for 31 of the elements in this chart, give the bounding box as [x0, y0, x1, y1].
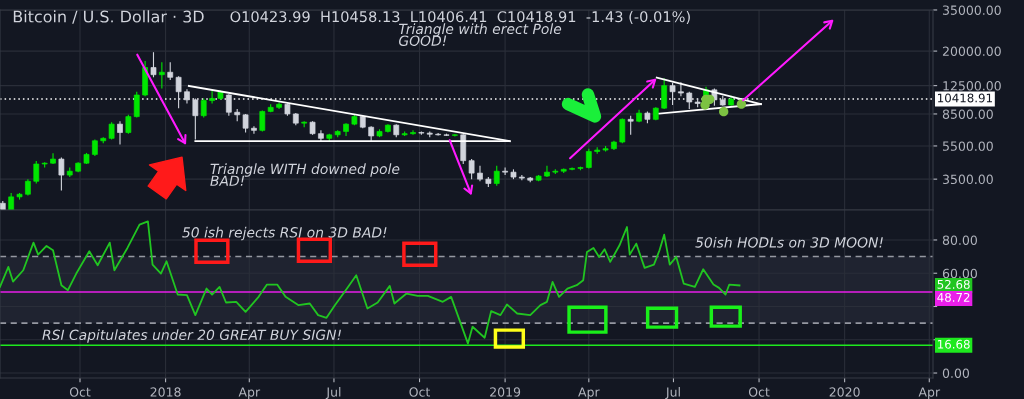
x-tick-label: Jul — [665, 387, 680, 399]
x-tick-label: Oct — [748, 387, 770, 397]
chart-subtitle: O10423.99 H10458.13 L10406.41 C10418.91 -1.43 (-0.01%) — [230, 10, 690, 24]
text: 52.68 — [937, 279, 970, 289]
y-tick-label: 5500.00 — [942, 141, 993, 151]
x-tick-label: Apr — [918, 387, 941, 399]
x-tick-label: 2019 — [490, 387, 521, 397]
x-tick-label: 2018 — [150, 387, 181, 397]
chart-title: Bitcoin / U.S. Dollar · 3D — [13, 10, 204, 24]
annotation: RSI Capitulates under 20 GREAT BUY SIGN! — [42, 329, 341, 343]
ref-line-label: 10418.91 — [938, 93, 992, 103]
y-tick-label: 8500.00 — [942, 109, 993, 119]
x-tick-label: Oct — [69, 387, 91, 397]
annotation: 50ish HODLs on 3D MOON! — [695, 236, 883, 248]
annotation: Triangle with erect Pole GOOD! — [398, 23, 562, 46]
annotation: Triangle WITH downed pole BAD! — [210, 163, 400, 186]
annotation: 50 ish rejects RSI on 3D BAD! — [182, 226, 387, 241]
x-tick-label: Oct — [409, 387, 431, 397]
y-tick-label: 35000.00 — [942, 5, 1001, 15]
y-tick-label: 0.00 — [942, 368, 970, 378]
ref-line-label: 48.72 — [937, 292, 970, 302]
x-tick-label: Jul — [325, 387, 341, 399]
x-tick-label: Apr — [578, 387, 600, 399]
y-tick-label: 12500.00 — [943, 81, 1001, 91]
y-tick-label: 80.00 — [942, 235, 977, 245]
ref-line-label: 16.68 — [938, 339, 970, 349]
y-tick-label: 20000.00 — [942, 46, 1001, 57]
y-tick-label: 60.00 — [942, 268, 977, 279]
x-tick-label: Apr — [238, 387, 261, 399]
y-tick-label: 3500.00 — [942, 174, 993, 185]
x-tick-label: 2020 — [829, 387, 860, 397]
